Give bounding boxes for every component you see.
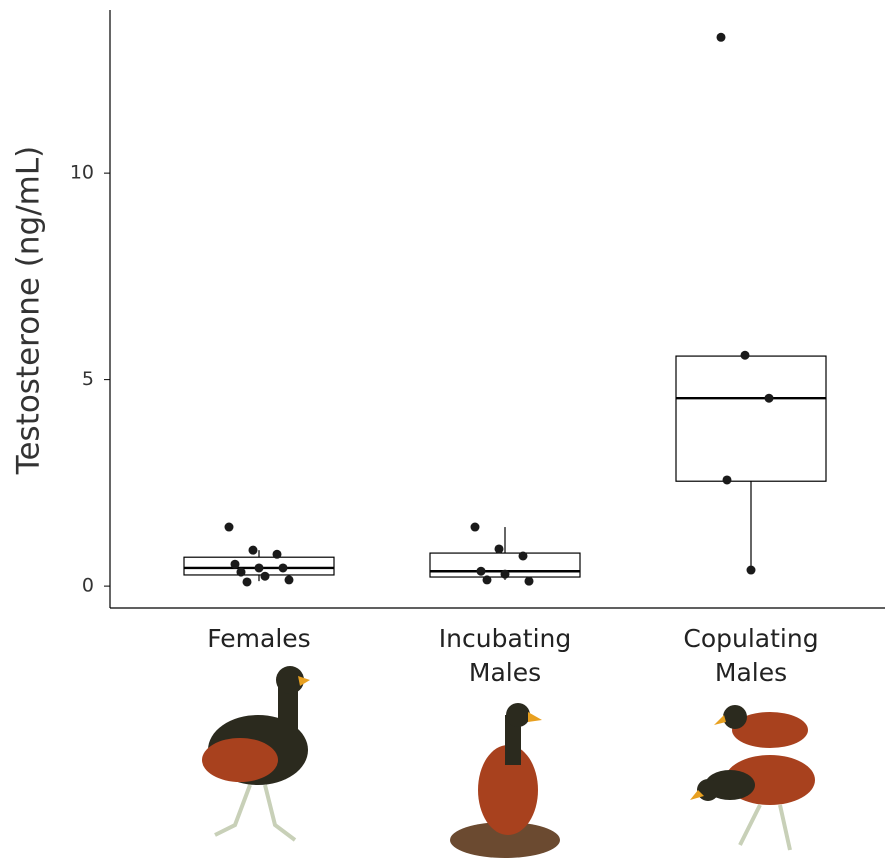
x-tick-label: Incubating Males — [420, 622, 590, 690]
x-tick-label: Copulating Males — [666, 622, 836, 690]
y-tick-label: 0 — [82, 575, 94, 597]
bird-female — [202, 666, 310, 840]
data-point — [723, 475, 732, 484]
data-point — [231, 560, 240, 569]
chart: Testosterone (ng/mL) 0 5 10 — [0, 0, 885, 864]
data-point — [495, 544, 504, 553]
data-point — [519, 551, 528, 560]
data-point — [501, 570, 510, 579]
x-tick-label: Females — [174, 622, 344, 656]
data-point — [483, 575, 492, 584]
data-point — [477, 567, 486, 576]
data-point — [243, 577, 252, 586]
box — [676, 356, 826, 481]
data-point — [261, 572, 270, 581]
data-point — [237, 568, 246, 577]
data-point — [747, 566, 756, 575]
data-point — [285, 575, 294, 584]
y-tick-label: 5 — [82, 368, 94, 390]
data-point — [273, 550, 282, 559]
data-point — [717, 33, 726, 42]
y-tick-label: 10 — [70, 162, 94, 184]
data-point — [471, 523, 480, 532]
page: Testosterone (ng/mL) 0 5 10 Females Incubat… — [0, 0, 885, 864]
data-point — [255, 563, 264, 572]
data-point — [249, 546, 258, 555]
bird-incubating — [450, 703, 560, 858]
data-point — [741, 351, 750, 360]
bird-copulating — [690, 705, 815, 850]
data-point — [765, 394, 774, 403]
data-point — [525, 577, 534, 586]
data-point — [279, 563, 288, 572]
y-axis-label: Testosterone (ng/mL) — [11, 146, 47, 475]
data-point — [225, 523, 234, 532]
